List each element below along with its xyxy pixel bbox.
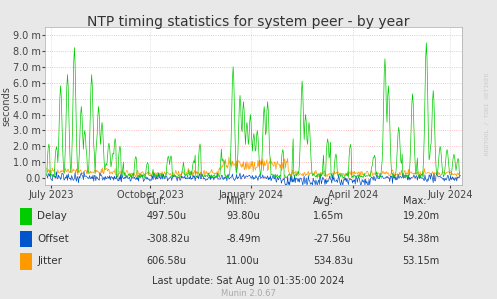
Text: NTP timing statistics for system peer - by year: NTP timing statistics for system peer - … [87,15,410,29]
Text: 11.00u: 11.00u [226,256,260,266]
Text: 54.38m: 54.38m [403,234,440,244]
Text: -8.49m: -8.49m [226,234,260,244]
Text: -308.82u: -308.82u [147,234,190,244]
Text: Cur:: Cur: [147,196,166,206]
Text: 93.80u: 93.80u [226,211,260,222]
Text: 606.58u: 606.58u [147,256,186,266]
Text: Last update: Sat Aug 10 01:35:00 2024: Last update: Sat Aug 10 01:35:00 2024 [152,276,345,286]
Text: 53.15m: 53.15m [403,256,440,266]
Text: 534.83u: 534.83u [313,256,353,266]
Text: 19.20m: 19.20m [403,211,440,222]
Text: Max:: Max: [403,196,426,206]
Text: -27.56u: -27.56u [313,234,351,244]
Text: RRDTOOL / TOBI OETIKER: RRDTOOL / TOBI OETIKER [485,72,490,155]
Y-axis label: seconds: seconds [1,86,11,126]
Text: 1.65m: 1.65m [313,211,344,222]
Text: Avg:: Avg: [313,196,334,206]
Text: 497.50u: 497.50u [147,211,187,222]
Text: Jitter: Jitter [37,256,62,266]
Text: Delay: Delay [37,211,67,222]
Text: Offset: Offset [37,234,69,244]
Text: Munin 2.0.67: Munin 2.0.67 [221,289,276,298]
Text: Min:: Min: [226,196,247,206]
